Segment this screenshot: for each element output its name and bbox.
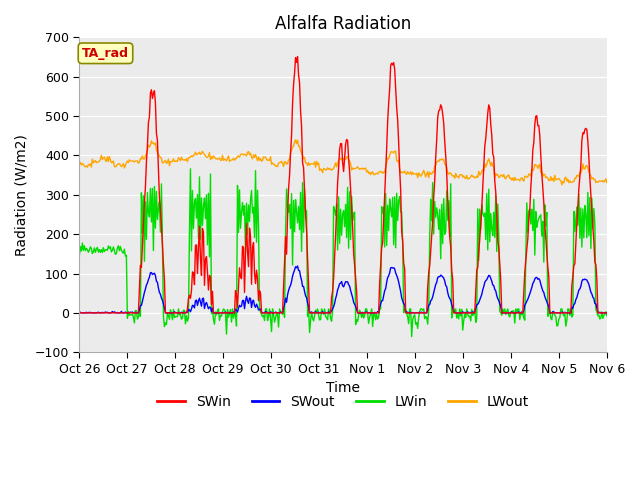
Y-axis label: Radiation (W/m2): Radiation (W/m2) [15, 134, 29, 256]
Line: LWout: LWout [79, 140, 607, 185]
Line: LWin: LWin [79, 169, 607, 336]
Text: TA_rad: TA_rad [82, 47, 129, 60]
SWout [559, 310, 566, 315]
SWin [134, 310, 142, 316]
Title: Alfalfa Radiation: Alfalfa Radiation [275, 15, 412, 33]
LWout [390, 150, 397, 156]
LWin [187, 166, 195, 172]
SWout [175, 310, 182, 316]
LWin [390, 242, 397, 248]
LWin [257, 309, 264, 315]
LWout [256, 157, 264, 163]
LWin [173, 314, 181, 320]
LWin [76, 253, 83, 259]
SWout [77, 310, 85, 316]
LWout [76, 161, 83, 167]
SWin [390, 60, 397, 65]
SWout [391, 266, 399, 272]
SWout [294, 263, 301, 269]
Legend: SWin, SWout, LWin, LWout: SWin, SWout, LWin, LWout [152, 389, 535, 415]
LWin [579, 206, 587, 212]
LWout [134, 160, 142, 166]
LWin [408, 334, 415, 339]
SWin [173, 310, 181, 316]
SWin [578, 138, 586, 144]
LWout [603, 180, 611, 186]
SWout [136, 307, 143, 312]
LWout [292, 137, 300, 143]
LWin [134, 314, 142, 320]
SWin [558, 310, 566, 316]
SWout [76, 310, 83, 315]
LWout [559, 179, 566, 184]
LWout [558, 182, 566, 188]
SWin [256, 288, 264, 294]
SWin [294, 54, 301, 60]
Line: SWin: SWin [79, 57, 607, 313]
X-axis label: Time: Time [326, 381, 360, 395]
LWin [559, 311, 566, 317]
SWout [579, 276, 587, 282]
LWout [173, 159, 181, 165]
LWin [603, 313, 611, 319]
SWout [257, 306, 264, 312]
SWin [603, 310, 611, 316]
SWin [76, 310, 83, 316]
Line: SWout: SWout [79, 266, 607, 313]
LWout [579, 161, 587, 167]
SWout [603, 310, 611, 315]
